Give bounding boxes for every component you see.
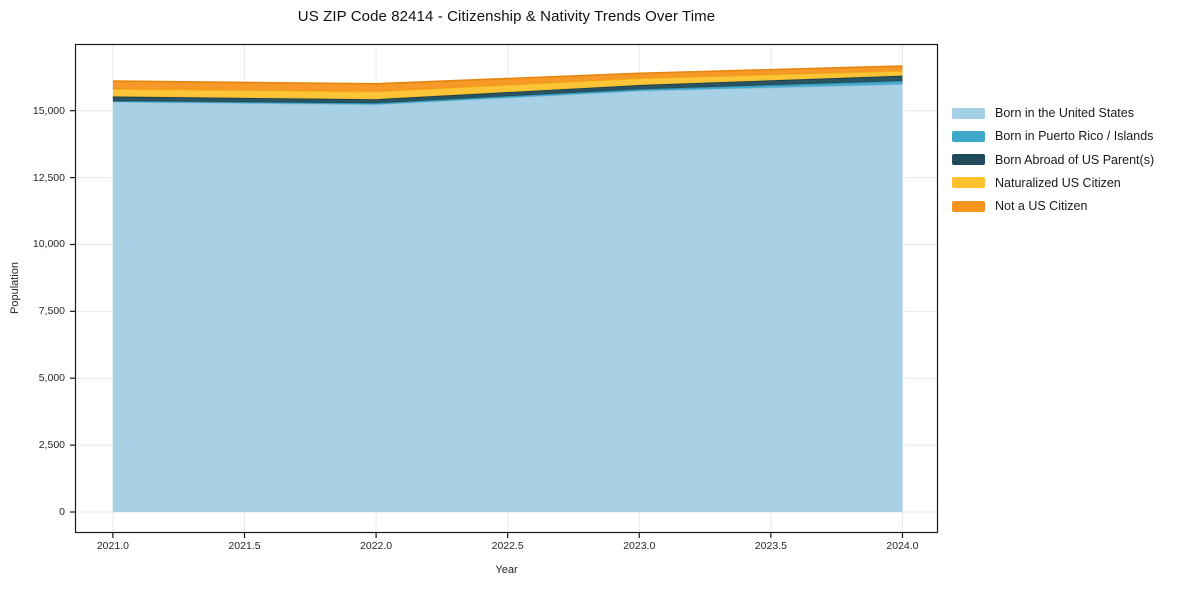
x-tick-label: 2023.5 xyxy=(754,540,787,552)
y-tick-label: 7,500 xyxy=(38,305,65,318)
legend-label: Born in Puerto Rico / Islands xyxy=(995,129,1154,144)
x-axis-label: Year xyxy=(495,564,518,576)
y-tick-label: 0 xyxy=(59,505,65,518)
x-tick-label: 2021.5 xyxy=(228,540,261,552)
x-tick-label: 2023.0 xyxy=(623,540,656,552)
area-born-in-the-united-states xyxy=(112,84,903,512)
legend-item: Born in the United States xyxy=(952,105,1154,121)
legend-item: Naturalized US Citizen xyxy=(952,175,1154,191)
y-tick-label: 12,500 xyxy=(32,171,65,184)
y-tick-label: 15,000 xyxy=(32,104,65,117)
area-born-abroad-of-us-parent-s- xyxy=(112,75,903,104)
x-tick-label: 2021.0 xyxy=(96,540,129,552)
legend-item: Not a US Citizen xyxy=(952,198,1154,214)
legend: Born in the United States Born in Puerto … xyxy=(952,105,1154,221)
y-tick-label: 5,000 xyxy=(38,372,65,385)
y-tick-label: 10,000 xyxy=(32,238,65,251)
legend-label: Born Abroad of US Parent(s) xyxy=(995,152,1155,167)
legend-label: Not a US Citizen xyxy=(995,199,1088,214)
y-tick-label: 2,500 xyxy=(38,439,65,452)
legend-swatch xyxy=(952,154,985,166)
legend-item: Born Abroad of US Parent(s) xyxy=(952,152,1154,168)
legend-item: Born in Puerto Rico / Islands xyxy=(952,128,1154,144)
plot-frame xyxy=(74,43,939,534)
x-tick-label: 2022.5 xyxy=(491,540,524,552)
legend-swatch xyxy=(952,177,985,189)
legend-label: Born in the United States xyxy=(995,106,1134,120)
x-tick-label: 2022.0 xyxy=(360,540,393,552)
legend-swatch xyxy=(952,130,985,142)
plot-area xyxy=(70,43,939,538)
legend-swatch xyxy=(952,200,985,212)
x-tick-label: 2024.0 xyxy=(886,540,919,552)
legend-label: Naturalized US Citizen xyxy=(995,175,1121,190)
chart-title: US ZIP Code 82414 - Citizenship & Nativi… xyxy=(297,8,716,25)
legend-swatch xyxy=(952,107,985,119)
area-edge xyxy=(112,65,903,85)
